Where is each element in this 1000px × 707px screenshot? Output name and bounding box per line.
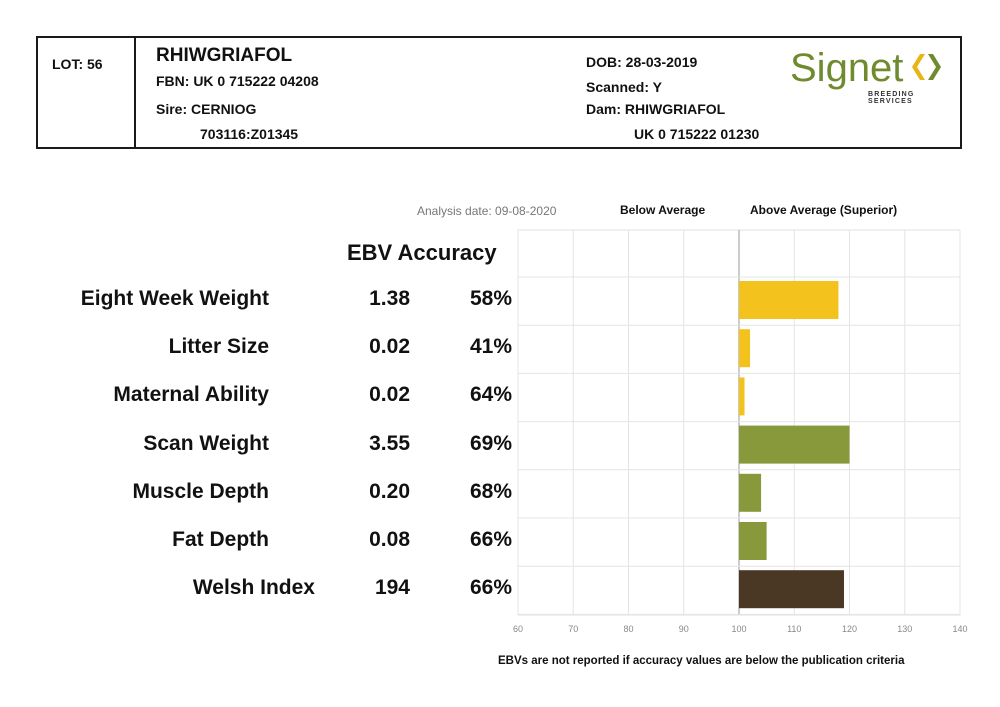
sire-name: Sire: CERNIOG [156,101,257,117]
bar-welsh-index [739,570,844,609]
bar-litter-size [739,329,751,368]
trait-label: Eight Week Weight [80,287,269,310]
bar-maternal-ability [739,377,745,416]
trait-label: Muscle Depth [132,479,269,503]
x-tick-label: 60 [513,624,523,634]
accuracy-value: 66% [469,576,512,600]
bar-eight-week-weight [739,281,839,319]
accuracy-value: 69% [469,431,512,455]
x-tick-label: 120 [842,624,857,634]
bar-scan-weight [739,425,850,464]
ebv-value: 0.02 [369,335,410,359]
ebv-value: 1.38 [369,287,410,310]
bar-muscle-depth [739,473,762,512]
flock-book-number: FBN: UK 0 715222 04208 [156,73,319,89]
ebv-value: 0.20 [369,479,410,503]
above-average-label: Above Average (Superior) [750,203,898,217]
x-tick-label: 70 [568,624,578,634]
ebv-accuracy-header: EBV Accuracy [347,240,497,265]
x-tick-label: 80 [623,624,633,634]
trait-label: Welsh Index [192,576,315,600]
ebv-value: 3.55 [369,431,410,455]
signet-logo: Signet BREEDING SERVICES [790,46,950,106]
trait-label: Fat Depth [172,528,269,551]
ebv-value: 0.02 [369,383,410,407]
trait-label: Litter Size [168,335,269,359]
ebv-value: 194 [374,576,410,600]
accuracy-value: 68% [469,479,512,503]
logo-subtitle: BREEDING SERVICES [868,91,915,105]
sire-id: 703116:Z01345 [200,126,299,142]
ebv-value: 0.08 [369,528,410,551]
analysis-date: Analysis date: 09-08-2020 [417,204,557,218]
footnote: EBVs are not reported if accuracy values… [498,655,905,667]
accuracy-value: 58% [469,287,512,310]
scanned-status: Scanned: Y [586,79,662,95]
accuracy-value: 41% [469,335,512,359]
accuracy-value: 64% [469,383,512,407]
below-average-label: Below Average [620,203,706,217]
x-tick-label: 100 [731,624,746,634]
trait-label: Scan Weight [143,431,269,455]
header-divider [134,38,136,147]
animal-header: LOT: 56 RHIWGRIAFOL FBN: UK 0 715222 042… [36,36,962,149]
logo-wordmark: Signet [790,46,904,90]
date-of-birth: DOB: 28-03-2019 [586,54,698,70]
trait-label: Maternal Ability [113,383,269,407]
x-tick-label: 110 [787,624,801,634]
x-tick-label: 140 [952,624,967,634]
bar-fat-depth [739,522,767,560]
lot-number: LOT: 56 [52,56,103,72]
x-tick-label: 90 [679,624,689,634]
dam-id: UK 0 715222 01230 [634,126,760,142]
x-tick-label: 130 [897,624,912,634]
accuracy-value: 66% [469,528,512,551]
chevrons-icon [912,54,941,80]
animal-name: RHIWGRIAFOL [156,45,293,66]
dam-name: Dam: RHIWGRIAFOL [586,101,726,117]
